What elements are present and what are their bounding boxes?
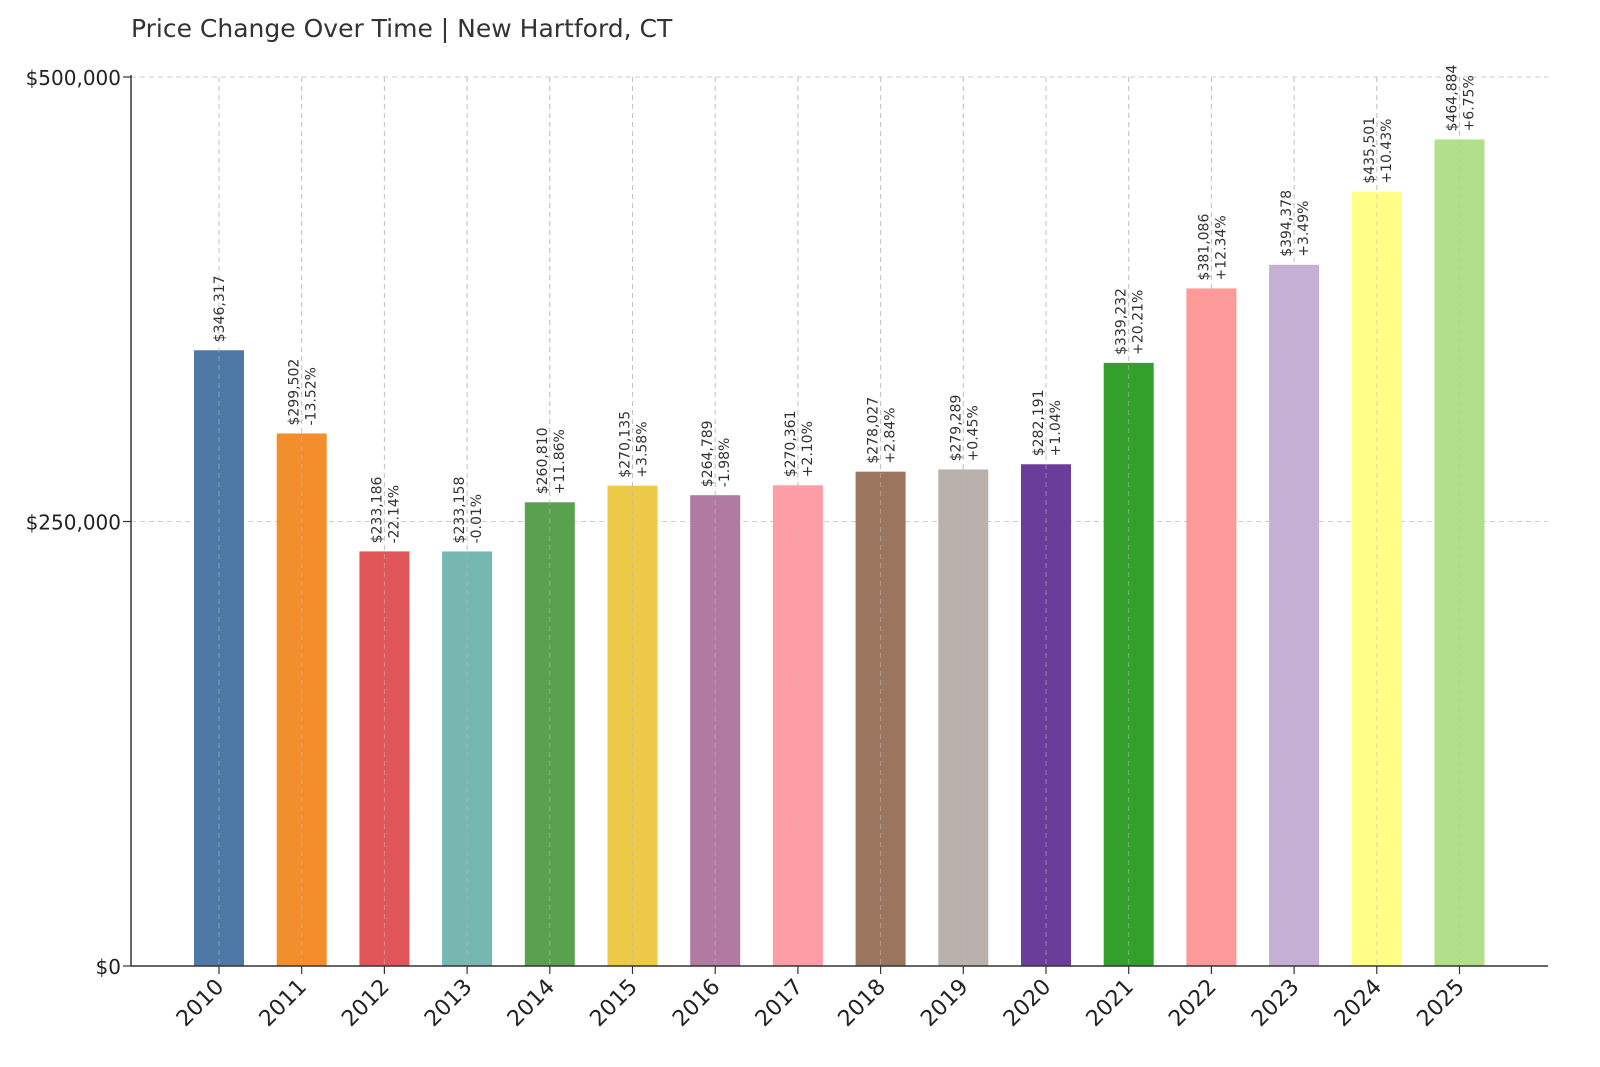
value-label: $346,317 [212, 275, 228, 342]
change-label: +10.43% [1379, 119, 1395, 184]
y-tick-label: $500,000 [26, 66, 121, 90]
x-tick-label: 2024 [1330, 975, 1387, 1032]
x-tick-label: 2018 [834, 975, 891, 1032]
value-label: $279,289 [948, 395, 964, 462]
value-label: $270,135 [618, 411, 634, 478]
change-label: +3.49% [1296, 201, 1312, 257]
change-label: +1.04% [1048, 400, 1064, 456]
change-label: +20.21% [1131, 290, 1147, 355]
change-label: +3.58% [635, 421, 651, 477]
bar-2024 [1351, 191, 1402, 967]
change-label: +2.84% [883, 407, 899, 463]
x-tick-label: 2014 [503, 975, 560, 1032]
bar-2012 [359, 551, 410, 966]
value-label: $464,884 [1445, 65, 1461, 132]
data-labels: $346,317 $299,502 -13.52% $233,186 -22.14% $2… [212, 65, 1478, 544]
change-label: -22.14% [386, 485, 402, 543]
change-label: -13.52% [304, 367, 320, 425]
x-tick-label: 2015 [585, 975, 642, 1032]
x-tick-label: 2022 [1164, 975, 1221, 1032]
value-label: $270,361 [783, 410, 799, 477]
value-label: $339,232 [1114, 288, 1130, 355]
bar-2023 [1269, 264, 1320, 967]
value-label: $394,378 [1279, 190, 1295, 257]
y-tick-label: $0 [96, 955, 121, 979]
change-label: +2.10% [800, 421, 816, 477]
change-label: +12.34% [1213, 215, 1229, 280]
x-tick-label: 2019 [916, 975, 973, 1032]
x-tick-label: 2017 [751, 975, 808, 1032]
value-label: $278,027 [866, 397, 882, 464]
x-tick-label: 2023 [1247, 975, 1304, 1032]
value-label: $435,501 [1362, 117, 1378, 184]
value-label: $260,810 [535, 427, 551, 494]
change-label: -1.98% [717, 438, 733, 488]
value-label: $264,789 [700, 420, 716, 487]
x-tick-label: 2020 [999, 975, 1056, 1032]
gridlines [131, 76, 1548, 966]
x-tick-label: 2021 [1082, 975, 1139, 1032]
y-tick-label: $250,000 [26, 511, 121, 535]
x-tick-label: 2016 [668, 975, 725, 1032]
value-label: $282,191 [1031, 389, 1047, 456]
chart-title: Price Change Over Time | New Hartford, C… [131, 14, 673, 43]
value-label: $299,502 [287, 359, 303, 426]
x-tick-label: 2012 [337, 975, 394, 1032]
change-label: -0.01% [469, 494, 485, 544]
bars [194, 77, 1485, 967]
x-tick-label: 2010 [172, 975, 229, 1032]
x-tick-label: 2011 [255, 975, 312, 1032]
x-tick-label: 2013 [420, 975, 477, 1032]
bar-2013 [442, 551, 493, 966]
value-label: $233,186 [369, 477, 385, 544]
value-label: $233,158 [452, 477, 468, 544]
x-tick-label: 2025 [1412, 975, 1469, 1032]
value-label: $381,086 [1196, 214, 1212, 281]
change-label: +0.45% [965, 405, 981, 461]
change-label: +11.86% [552, 429, 568, 494]
change-label: +6.75% [1462, 75, 1478, 131]
